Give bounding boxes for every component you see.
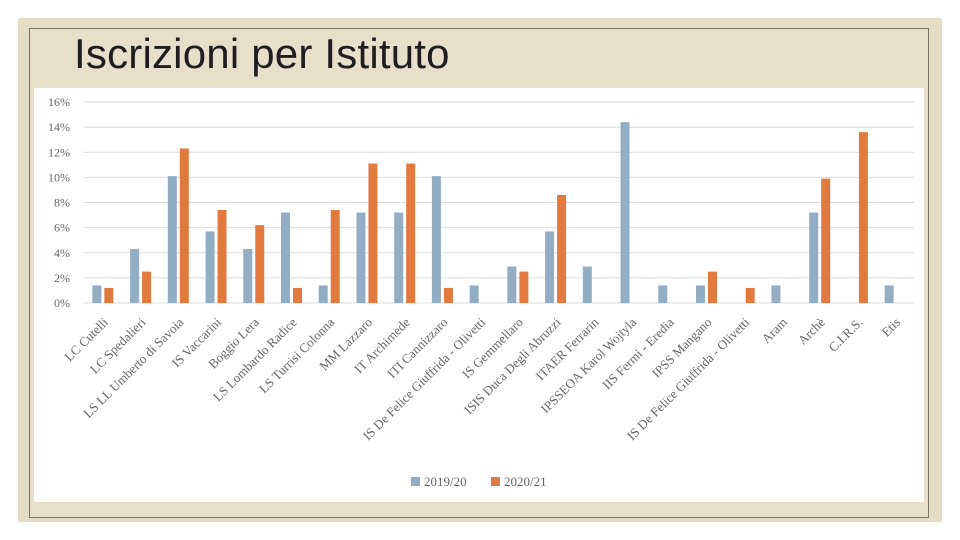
bar-2019-20 [318, 285, 328, 303]
y-axis-ticks: 0% 2% 4% 6% 8% 10% 12% 14% 16% [48, 95, 70, 310]
bar-2020-21 [858, 132, 868, 303]
bar-2020-21 [821, 178, 831, 303]
bar-2020-21 [142, 271, 152, 303]
bar-2019-20 [469, 285, 479, 303]
bar-2019-20 [884, 285, 894, 303]
y-tick-label: 12% [48, 145, 70, 159]
bar-2020-21 [406, 163, 416, 303]
bar-2019-20 [431, 176, 441, 303]
bar-2020-21 [708, 271, 717, 303]
bar-2019-20 [205, 231, 215, 303]
bar-2020-21 [519, 271, 529, 303]
bar-2020-21 [368, 163, 378, 303]
bar-2019-20 [92, 285, 102, 303]
x-tick-label: Etis [878, 315, 903, 340]
bar-2020-21 [330, 210, 340, 303]
bar-2019-20 [545, 231, 555, 303]
chart-panel: 0% 2% 4% 6% 8% 10% 12% 14% 16% LC Cutelli LC Sped… [34, 88, 924, 502]
bar-2019-20 [771, 285, 781, 303]
legend: 2019/20 2020/21 [411, 474, 547, 489]
legend-swatch [491, 477, 500, 486]
bar-2019-20 [394, 212, 404, 303]
bar-2020-21 [557, 194, 567, 303]
bar-2019-20 [130, 248, 140, 303]
legend-swatch [411, 477, 420, 486]
bar-2019-20 [356, 212, 366, 303]
y-tick-label: 0% [54, 296, 70, 310]
x-tick-label: Aram [759, 315, 791, 347]
bar-2020-21 [179, 148, 189, 303]
bar-2019-20 [696, 285, 705, 303]
bar-2019-20 [167, 176, 177, 303]
bar-2020-21 [217, 210, 227, 303]
x-tick-label: Archè [795, 314, 828, 347]
bar-2020-21 [104, 287, 114, 303]
y-tick-label: 4% [54, 246, 70, 260]
bars [92, 122, 894, 303]
bar-2019-20 [507, 266, 517, 303]
slide-title: Iscrizioni per Istituto [74, 30, 450, 77]
legend-label: 2019/20 [424, 474, 467, 489]
y-tick-label: 6% [54, 221, 70, 235]
legend-label: 2020/21 [504, 474, 547, 489]
y-tick-label: 2% [54, 271, 70, 285]
y-tick-label: 8% [54, 196, 70, 210]
bar-2020-21 [293, 287, 302, 303]
x-tick-label: C.I.R.S. [825, 315, 865, 355]
y-tick-label: 16% [48, 95, 70, 109]
bar-2020-21 [745, 287, 755, 303]
bar-2020-21 [443, 287, 453, 303]
bar-2019-20 [620, 122, 630, 303]
bar-2019-20 [243, 248, 253, 303]
bar-2019-20 [809, 212, 819, 303]
y-tick-label: 10% [48, 170, 70, 184]
bar-2020-21 [255, 225, 265, 303]
bar-2019-20 [658, 285, 668, 303]
bar-2019-20 [281, 212, 290, 303]
bar-2019-20 [582, 266, 592, 303]
y-tick-label: 14% [48, 120, 70, 134]
